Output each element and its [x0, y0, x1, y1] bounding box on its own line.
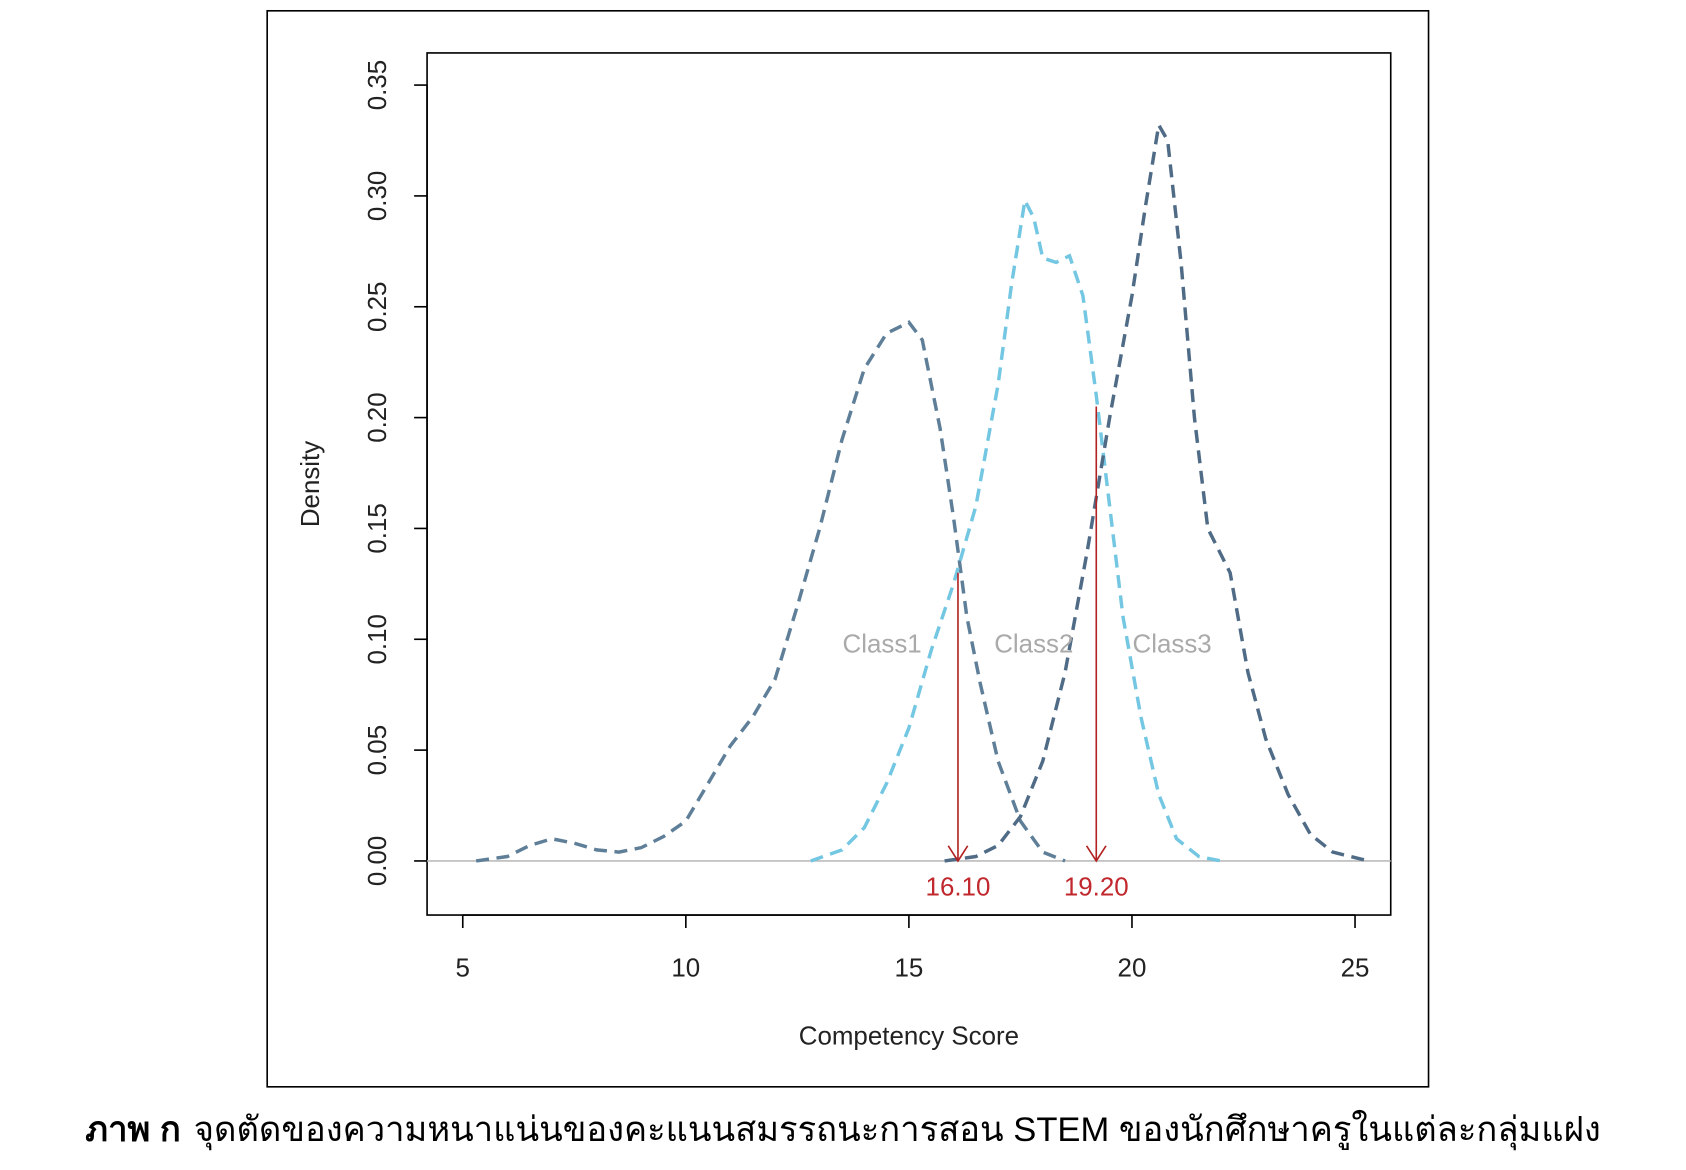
y-tick-label: 0.35 [364, 60, 392, 110]
y-axis-label: Density [297, 441, 325, 527]
caption-bold: ภาพ ก [85, 1111, 181, 1149]
y-tick-label: 0.15 [364, 503, 392, 553]
cut-label: 19.20 [1064, 874, 1129, 902]
density-line [475, 320, 1066, 863]
caption: ภาพ ก จุดตัดของความหนาแน่นของคะแนนสมรรถนะ… [85, 1110, 1600, 1150]
density-line [944, 119, 1369, 863]
y-tick-label: 0.20 [364, 392, 392, 442]
y-tick-label: 0.05 [364, 725, 392, 775]
y-tick-label: 0.00 [364, 836, 392, 886]
class-label: Class2 [994, 630, 1073, 658]
class-label: Class1 [843, 630, 922, 658]
plot-box [426, 52, 1392, 916]
figure-frame [266, 9, 1430, 1088]
y-tick-label: 0.25 [364, 282, 392, 332]
caption-text: จุดตัดของความหนาแน่นของคะแนนสมรรถนะการสอ… [194, 1110, 1601, 1150]
density-line [810, 194, 1222, 863]
x-tick-label: 5 [456, 955, 470, 983]
arrow-head [947, 845, 969, 863]
y-tick-label: 0.30 [364, 171, 392, 221]
cut-label: 16.10 [926, 874, 991, 902]
class-label: Class3 [1133, 630, 1212, 658]
x-tick-label: 15 [894, 955, 923, 983]
x-tick-label: 10 [671, 955, 700, 983]
x-tick-label: 20 [1118, 955, 1147, 983]
arrow-head [1085, 845, 1107, 863]
x-tick-label: 25 [1341, 955, 1370, 983]
y-tick-label: 0.10 [364, 614, 392, 664]
x-axis-label: Competency Score [799, 1023, 1019, 1051]
